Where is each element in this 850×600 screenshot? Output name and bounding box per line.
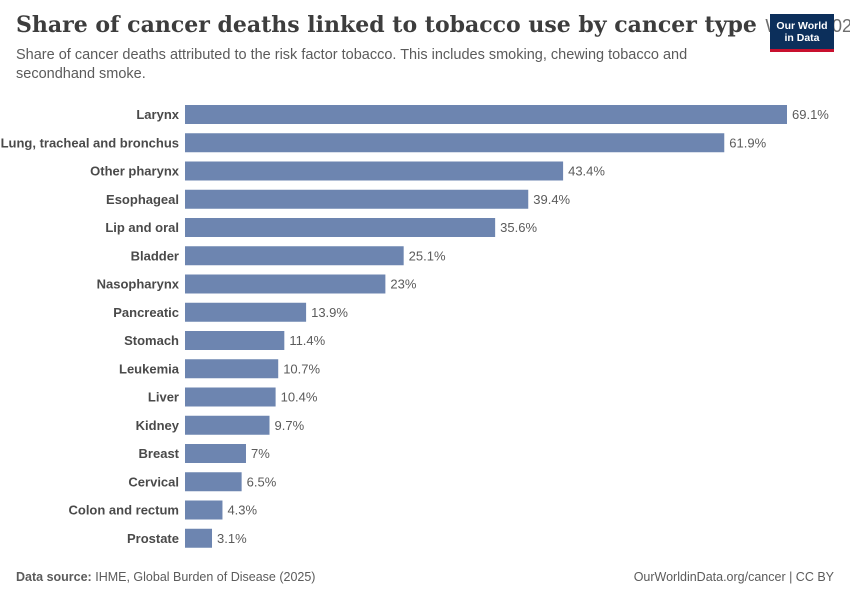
- category-label: Other pharynx: [90, 164, 180, 179]
- value-label: 11.4%: [289, 333, 325, 348]
- category-label: Larynx: [136, 107, 179, 122]
- value-label: 3.1%: [217, 531, 247, 546]
- bar[interactable]: [185, 246, 404, 266]
- value-label: 23%: [390, 277, 416, 292]
- bar[interactable]: [185, 274, 386, 294]
- chart-header: Share of cancer deaths linked to tobacco…: [16, 12, 850, 84]
- category-label: Kidney: [136, 418, 180, 433]
- value-label: 13.9%: [311, 305, 348, 320]
- source-label: Data source:: [16, 570, 92, 584]
- bar-chart: Larynx 69.1% Lung, tracheal and bronchus 61…: [1, 105, 829, 548]
- bar[interactable]: [185, 359, 279, 379]
- bar[interactable]: [185, 472, 242, 492]
- source-text[interactable]: IHME, Global Burden of Disease (2025): [95, 570, 316, 584]
- bar[interactable]: [185, 331, 285, 350]
- bar[interactable]: [185, 500, 223, 520]
- category-label: Colon and rectum: [68, 503, 179, 518]
- value-label: 7%: [251, 446, 270, 461]
- bar[interactable]: [185, 415, 270, 435]
- source-url[interactable]: OurWorldinData.org/cancer | CC BY: [633, 570, 834, 584]
- bar[interactable]: [185, 189, 529, 209]
- category-label: Pancreatic: [113, 305, 179, 320]
- category-label: Lip and oral: [105, 220, 179, 235]
- bar[interactable]: [185, 218, 496, 237]
- category-label: Lung, tracheal and bronchus: [1, 135, 179, 150]
- chart-title: Share of cancer deaths linked to tobacco…: [16, 12, 757, 38]
- value-label: 39.4%: [533, 192, 570, 207]
- category-label: Cervical: [128, 474, 179, 489]
- category-label: Nasopharynx: [97, 277, 180, 292]
- bar[interactable]: [185, 161, 564, 181]
- value-label: 43.4%: [568, 164, 605, 179]
- chart-subtitle: Share of cancer deaths attributed to the…: [16, 47, 688, 82]
- bar[interactable]: [185, 105, 787, 124]
- bar[interactable]: [185, 387, 276, 407]
- category-label: Prostate: [127, 531, 179, 546]
- logo-line-2: in Data: [784, 32, 820, 44]
- category-label: Breast: [139, 446, 180, 461]
- category-label: Bladder: [131, 248, 179, 263]
- title-line: Share of cancer deaths linked to tobacco…: [16, 12, 850, 38]
- bar[interactable]: [185, 302, 307, 322]
- value-label: 9.7%: [275, 418, 305, 433]
- category-label: Leukemia: [119, 361, 180, 376]
- value-label: 35.6%: [500, 220, 537, 235]
- category-label: Stomach: [124, 333, 179, 348]
- bar[interactable]: [185, 444, 246, 463]
- value-label: 10.7%: [283, 361, 320, 376]
- value-label: 61.9%: [729, 135, 766, 150]
- value-label: 10.4%: [281, 390, 318, 405]
- value-label: 6.5%: [247, 474, 277, 489]
- bar[interactable]: [185, 133, 725, 153]
- logo-line-1: Our World: [776, 20, 828, 32]
- value-label: 25.1%: [409, 248, 446, 263]
- owid-logo[interactable]: Our World in Data: [770, 14, 834, 52]
- category-label: Liver: [148, 390, 179, 405]
- value-label: 4.3%: [227, 503, 257, 518]
- chart-footer: Data source: IHME, Global Burden of Dise…: [16, 570, 834, 584]
- value-label: 69.1%: [792, 107, 829, 122]
- category-label: Esophageal: [106, 192, 179, 207]
- bar[interactable]: [185, 528, 213, 548]
